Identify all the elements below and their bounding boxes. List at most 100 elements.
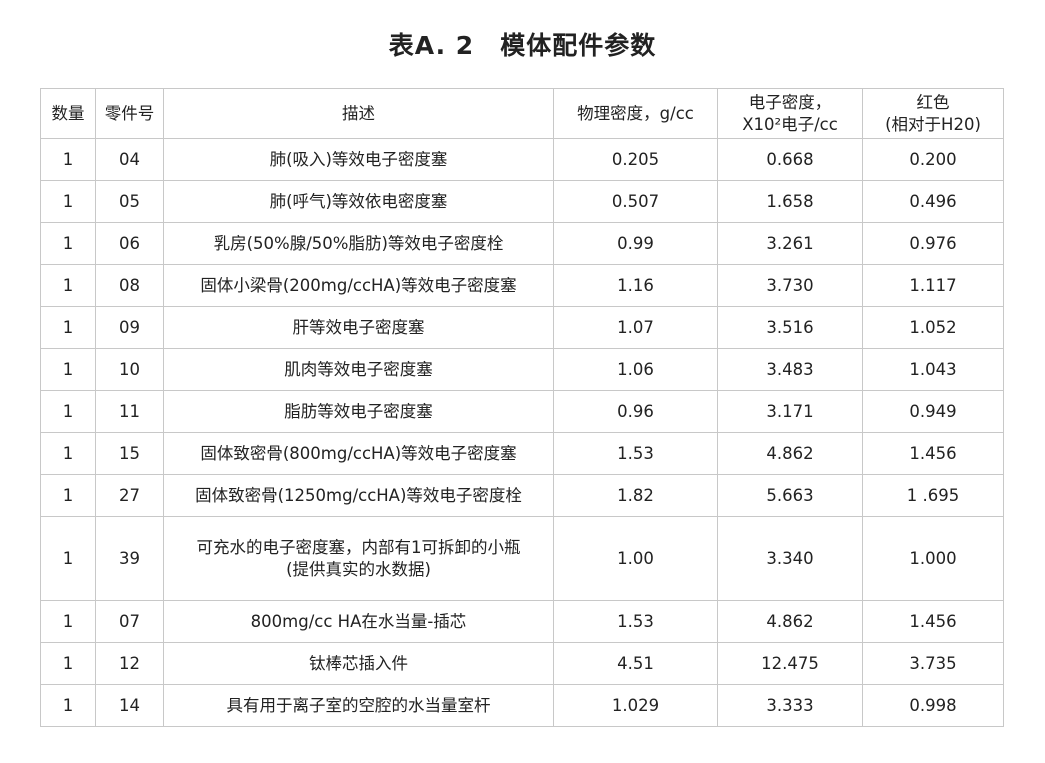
- table-cell: 1: [40, 264, 96, 307]
- table-cell: 1: [40, 642, 96, 685]
- table-cell: 肌肉等效电子密度塞: [163, 348, 554, 391]
- table-cell: 15: [95, 432, 164, 475]
- table-cell: 1.53: [553, 600, 718, 643]
- table-cell: 12.475: [717, 642, 863, 685]
- table-cell: 1 .695: [862, 474, 1004, 517]
- table-row: 1 06 乳房(50%腺/50%脂肪)等效电子密度栓 0.99 3.261 0.976: [40, 222, 1004, 265]
- table-cell: 1.456: [862, 600, 1004, 643]
- table-cell: 0.949: [862, 390, 1004, 433]
- column-header: 数量: [40, 88, 96, 139]
- table-cell: 固体小梁骨(200mg/ccHA)等效电子密度塞: [163, 264, 554, 307]
- table-cell: 1: [40, 306, 96, 349]
- table-cell: 1: [40, 138, 96, 181]
- table-cell: 1.53: [553, 432, 718, 475]
- table-cell: 1.029: [553, 684, 718, 727]
- table-row: 1 07 800mg/cc HA在水当量-插芯 1.53 4.862 1.456: [40, 600, 1004, 643]
- table-cell: 脂肪等效电子密度塞: [163, 390, 554, 433]
- table-cell: 3.261: [717, 222, 863, 265]
- table-cell: 04: [95, 138, 164, 181]
- column-header: 物理密度，g/cc: [553, 88, 718, 139]
- header-row: 数量 零件号 描述 物理密度，g/cc 电子密度， X10²电子/cc 红色 (相对于H20): [40, 88, 1004, 139]
- table-cell: 4.862: [717, 432, 863, 475]
- table-cell: 07: [95, 600, 164, 643]
- table-cell: 800mg/cc HA在水当量-插芯: [163, 600, 554, 643]
- table-cell: 3.516: [717, 306, 863, 349]
- table-cell: 0.205: [553, 138, 718, 181]
- table-cell: 1: [40, 474, 96, 517]
- table-cell: 0.99: [553, 222, 718, 265]
- table-row: 1 27 固体致密骨(1250mg/ccHA)等效电子密度栓 1.82 5.663 1 .…: [40, 474, 1004, 517]
- table-cell: 乳房(50%腺/50%脂肪)等效电子密度栓: [163, 222, 554, 265]
- table-cell: 1.82: [553, 474, 718, 517]
- table-cell: 0.200: [862, 138, 1004, 181]
- table-cell: 3.340: [717, 516, 863, 601]
- table-cell: 10: [95, 348, 164, 391]
- table-cell: 1.06: [553, 348, 718, 391]
- table-cell: 肝等效电子密度塞: [163, 306, 554, 349]
- table-cell: 06: [95, 222, 164, 265]
- table-cell: 09: [95, 306, 164, 349]
- table-cell: 1.043: [862, 348, 1004, 391]
- table-cell: 1.07: [553, 306, 718, 349]
- table-row: 1 12 钛棒芯插入件 4.51 12.475 3.735: [40, 642, 1004, 685]
- table-cell: 1: [40, 222, 96, 265]
- column-header: 电子密度， X10²电子/cc: [717, 88, 863, 139]
- table-cell: 1.16: [553, 264, 718, 307]
- table-cell: 1.117: [862, 264, 1004, 307]
- table-cell: 12: [95, 642, 164, 685]
- table-cell: 39: [95, 516, 164, 601]
- table-cell: 肺(呼气)等效依电密度塞: [163, 180, 554, 223]
- table-cell: 肺(吸入)等效电子密度塞: [163, 138, 554, 181]
- table-cell: 固体致密骨(1250mg/ccHA)等效电子密度栓: [163, 474, 554, 517]
- table-row: 1 11 脂肪等效电子密度塞 0.96 3.171 0.949: [40, 390, 1004, 433]
- column-header: 红色 (相对于H20): [862, 88, 1004, 139]
- table-cell: 1.052: [862, 306, 1004, 349]
- table-cell: 3.483: [717, 348, 863, 391]
- column-header: 描述: [163, 88, 554, 139]
- table-cell: 4.862: [717, 600, 863, 643]
- table-cell: 08: [95, 264, 164, 307]
- table-cell: 5.663: [717, 474, 863, 517]
- table-cell: 钛棒芯插入件: [163, 642, 554, 685]
- table-cell: 14: [95, 684, 164, 727]
- table-cell: 1.000: [862, 516, 1004, 601]
- table-cell: 11: [95, 390, 164, 433]
- table-cell: 3.171: [717, 390, 863, 433]
- table-cell: 0.976: [862, 222, 1004, 265]
- table-row: 1 14 具有用于离子室的空腔的水当量室杆 1.029 3.333 0.998: [40, 684, 1004, 727]
- table-cell: 1: [40, 600, 96, 643]
- table-cell: 0.96: [553, 390, 718, 433]
- table-cell: 3.333: [717, 684, 863, 727]
- table-title: 表A. 2 模体配件参数: [388, 31, 657, 60]
- table-cell: 0.507: [553, 180, 718, 223]
- table-cell: 05: [95, 180, 164, 223]
- column-header: 零件号: [95, 88, 164, 139]
- table-cell: 1: [40, 684, 96, 727]
- table-row: 1 04 肺(吸入)等效电子密度塞 0.205 0.668 0.200: [40, 138, 1004, 181]
- table-cell: 3.730: [717, 264, 863, 307]
- table-cell: 固体致密骨(800mg/ccHA)等效电子密度塞: [163, 432, 554, 475]
- table-cell: 4.51: [553, 642, 718, 685]
- table-cell: 可充水的电子密度塞，内部有1可拆卸的小瓶 (提供真实的水数据): [163, 516, 554, 601]
- table-row: 1 05 肺(呼气)等效依电密度塞 0.507 1.658 0.496: [40, 180, 1004, 223]
- table-row: 1 10 肌肉等效电子密度塞 1.06 3.483 1.043: [40, 348, 1004, 391]
- table-cell: 1.658: [717, 180, 863, 223]
- phantom-accessories-table: 数量 零件号 描述 物理密度，g/cc 电子密度， X10²电子/cc 红色 (相对于H20)…: [40, 88, 1004, 727]
- table-cell: 27: [95, 474, 164, 517]
- table-cell: 具有用于离子室的空腔的水当量室杆: [163, 684, 554, 727]
- table-row: 1 08 固体小梁骨(200mg/ccHA)等效电子密度塞 1.16 3.730 1.11…: [40, 264, 1004, 307]
- table-row: 1 39 可充水的电子密度塞，内部有1可拆卸的小瓶 (提供真实的水数据) 1.00 3.3…: [40, 516, 1004, 601]
- table-row: 1 15 固体致密骨(800mg/ccHA)等效电子密度塞 1.53 4.862 1.45…: [40, 432, 1004, 475]
- table-row: 1 09 肝等效电子密度塞 1.07 3.516 1.052: [40, 306, 1004, 349]
- table-cell: 1.456: [862, 432, 1004, 475]
- table-cell: 1: [40, 516, 96, 601]
- table-cell: 0.998: [862, 684, 1004, 727]
- table-cell: 1: [40, 432, 96, 475]
- table-cell: 1.00: [553, 516, 718, 601]
- table-cell: 3.735: [862, 642, 1004, 685]
- table-cell: 0.496: [862, 180, 1004, 223]
- table-cell: 0.668: [717, 138, 863, 181]
- table-cell: 1: [40, 390, 96, 433]
- table-cell: 1: [40, 180, 96, 223]
- table-cell: 1: [40, 348, 96, 391]
